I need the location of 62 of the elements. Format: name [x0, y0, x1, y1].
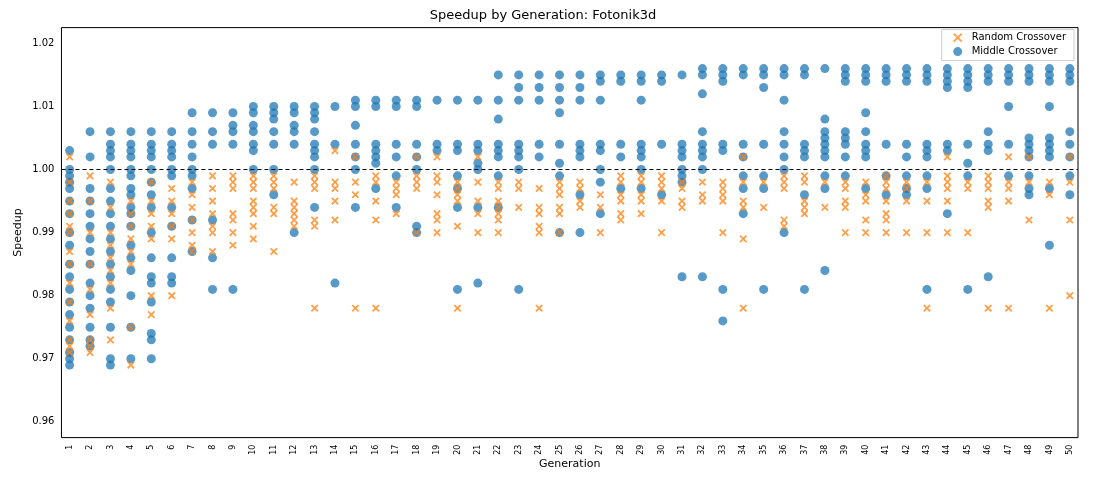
x-tick-label: 21 — [472, 444, 482, 455]
x-tick-label: 44 — [942, 444, 952, 455]
x-tick-label: 34 — [738, 444, 748, 455]
x-tick-label: 7 — [187, 444, 197, 450]
x-tick-label: 24 — [534, 444, 544, 455]
x-tick-label: 18 — [411, 444, 421, 455]
x-axis-title: Generation — [539, 457, 601, 471]
x-tick-label: 14 — [330, 444, 340, 455]
x-tick-label: 2 — [85, 444, 95, 450]
x-tick-label: 10 — [248, 444, 258, 455]
x-tick-label: 37 — [799, 444, 809, 455]
x-tick-label: 42 — [901, 444, 911, 455]
x-tick-label: 36 — [779, 444, 789, 455]
x-tick-label: 31 — [677, 444, 687, 455]
x-tick-label: 40 — [860, 444, 870, 455]
y-tick-label: 1.01 — [32, 100, 55, 112]
x-tick-label: 8 — [207, 444, 217, 450]
x-tick-label: 48 — [1024, 444, 1034, 455]
x-tick-label: 35 — [758, 444, 768, 455]
x-tick-label: 33 — [717, 444, 727, 455]
x-tick-label: 20 — [452, 444, 462, 455]
x-tick-label: 41 — [881, 444, 891, 455]
y-axis-title: Speedup — [11, 208, 25, 257]
legend-label: Middle Crossover — [971, 45, 1059, 57]
x-tick-label: 50 — [1064, 444, 1074, 455]
x-tick-label: 28 — [615, 444, 625, 455]
x-tick-label: 19 — [432, 444, 442, 455]
x-tick-label: 1 — [64, 444, 74, 450]
legend-label: Random Crossover — [971, 31, 1067, 43]
x-tick-label: 39 — [840, 444, 850, 455]
x-tick-label: 6 — [166, 444, 176, 450]
x-tick-label: 46 — [983, 444, 993, 455]
y-tick-label: 0.98 — [32, 289, 55, 301]
x-tick-label: 43 — [922, 444, 932, 455]
y-tick-label: 1.00 — [32, 163, 55, 175]
x-tick-label: 12 — [289, 444, 299, 455]
x-tick-label: 26 — [575, 444, 585, 455]
x-tick-label: 13 — [309, 444, 319, 455]
x-tick-label: 4 — [125, 444, 135, 450]
y-tick-label: 0.99 — [32, 226, 55, 238]
x-tick-label: 17 — [391, 444, 401, 455]
x-tick-label: 32 — [697, 444, 707, 455]
x-tick-label: 23 — [513, 444, 523, 455]
x-tick-label: 47 — [1003, 444, 1013, 455]
y-tick-label: 1.02 — [32, 36, 55, 48]
x-tick-label: 3 — [105, 444, 115, 450]
x-tick-label: 25 — [554, 444, 564, 455]
chart-title: Speedup by Generation: Fotonik3d — [429, 7, 657, 23]
x-tick-label: 22 — [493, 444, 503, 455]
x-tick-label: 5 — [146, 444, 156, 450]
x-tick-label: 49 — [1044, 444, 1054, 455]
y-tick-label: 0.96 — [32, 415, 55, 427]
x-tick-label: 38 — [819, 444, 829, 455]
x-tick-label: 11 — [268, 444, 278, 455]
x-tick-label: 29 — [636, 444, 646, 455]
y-tick-label: 0.97 — [32, 352, 55, 364]
x-tick-label: 15 — [350, 444, 360, 455]
x-tick-label: 9 — [228, 444, 238, 450]
x-tick-label: 27 — [595, 444, 605, 455]
x-tick-label: 45 — [962, 444, 972, 455]
x-tick-label: 30 — [656, 444, 666, 455]
x-tick-label: 16 — [370, 444, 380, 455]
